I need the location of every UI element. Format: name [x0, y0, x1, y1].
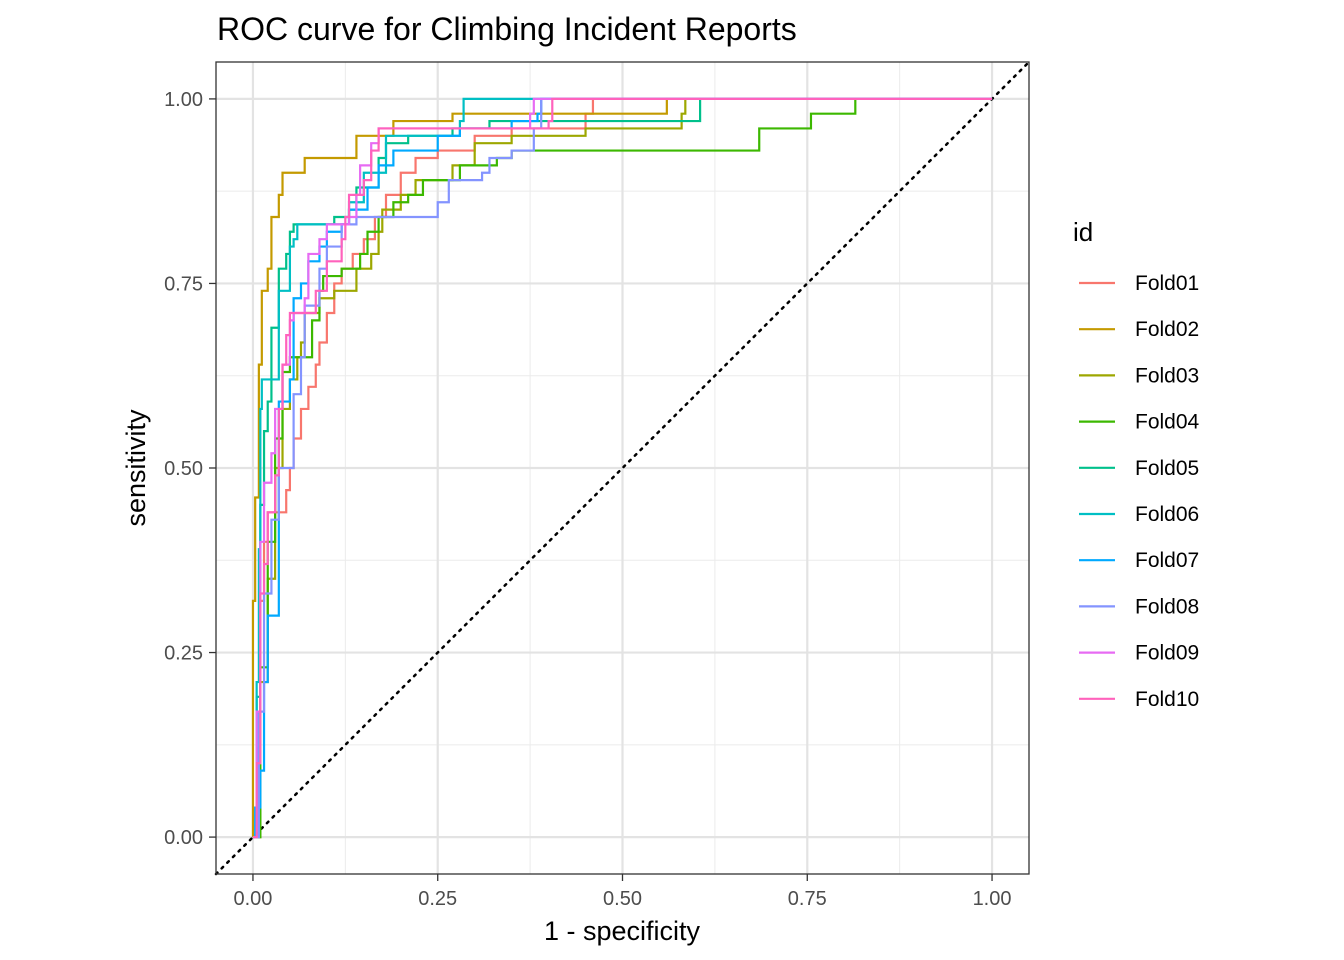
legend-label-fold03: Fold03 — [1135, 364, 1199, 387]
legend-label-fold09: Fold09 — [1135, 642, 1199, 665]
chart-title: ROC curve for Climbing Incident Reports — [217, 11, 797, 47]
legend-label-fold04: Fold04 — [1135, 411, 1200, 434]
roc-line-fold01 — [252, 97, 993, 839]
legend-title: id — [1073, 217, 1093, 247]
legend-label-fold07: Fold07 — [1135, 549, 1199, 572]
y-tick-label: 0.00 — [164, 827, 203, 849]
y-tick-label: 1.00 — [164, 89, 203, 111]
x-axis-title: 1 - specificity — [544, 916, 701, 946]
y-tick-label: 0.75 — [164, 273, 203, 295]
x-tick-label: 0.50 — [603, 888, 642, 910]
x-tick-label: 0.25 — [418, 888, 457, 910]
x-tick-label: 0.00 — [233, 888, 272, 910]
diagonal-reference-line — [214, 60, 1031, 876]
legend-label-fold02: Fold02 — [1135, 318, 1199, 341]
x-tick-label: 0.75 — [788, 888, 827, 910]
legend: id Fold01 Fold02 Fold03 Fold04 Fold05 Fold06 F… — [1073, 217, 1200, 711]
roc-line-fold10 — [252, 97, 993, 839]
y-tick-label: 0.25 — [164, 643, 203, 665]
legend-label-fold06: Fold06 — [1135, 503, 1199, 526]
roc-series — [251, 97, 993, 839]
y-axis-ticks: 0.00 0.25 0.50 0.75 1.00 — [164, 89, 216, 849]
legend-label-fold01: Fold01 — [1135, 272, 1199, 295]
x-tick-label: 1.00 — [973, 888, 1012, 910]
grid — [216, 62, 1029, 874]
x-axis-ticks: 0.00 0.25 0.50 0.75 1.00 — [233, 874, 1012, 910]
y-axis-title: sensitivity — [121, 409, 151, 527]
legend-label-fold08: Fold08 — [1135, 595, 1199, 618]
legend-label-fold10: Fold10 — [1135, 688, 1199, 711]
legend-label-fold05: Fold05 — [1135, 457, 1199, 480]
y-tick-label: 0.50 — [164, 458, 203, 480]
roc-line-fold02 — [251, 97, 993, 838]
